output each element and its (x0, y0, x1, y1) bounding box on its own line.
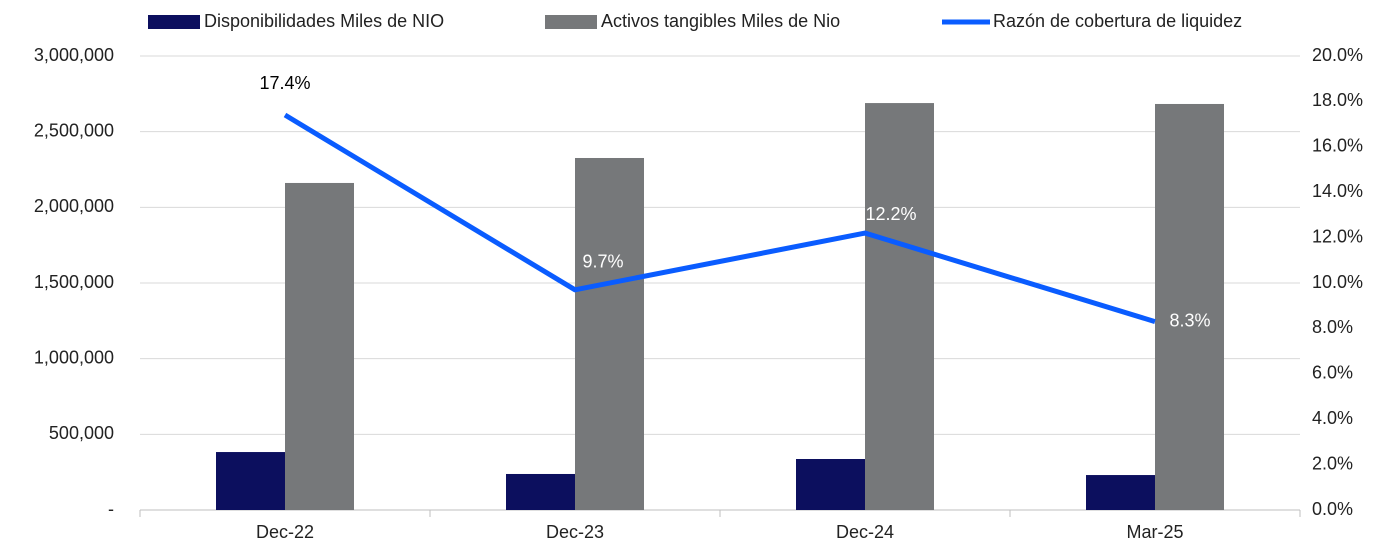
y-tick-label: 2,500,000 (34, 120, 114, 140)
bar (285, 182, 354, 510)
data-label: 12.2% (865, 204, 916, 224)
y2-tick-label: 6.0% (1312, 363, 1353, 383)
y-tick-label: 500,000 (49, 423, 114, 443)
legend-swatch (148, 15, 200, 29)
y2-tick-label: 0.0% (1312, 499, 1353, 519)
bar (575, 157, 644, 511)
y2-tick-label: 14.0% (1312, 181, 1363, 201)
bar (506, 473, 575, 510)
data-label: 8.3% (1169, 310, 1210, 330)
y2-tick-label: 20.0% (1312, 45, 1363, 65)
y-tick-label: 1,500,000 (34, 272, 114, 292)
y-tick-label: - (108, 499, 114, 519)
x-tick-label: Dec-23 (546, 522, 604, 542)
bar (1086, 475, 1155, 510)
y2-tick-label: 16.0% (1312, 136, 1363, 156)
legend-swatch (545, 15, 597, 29)
y2-tick-label: 2.0% (1312, 453, 1353, 473)
legend-label: Razón de cobertura de liquidez (993, 11, 1242, 31)
y2-tick-label: 12.0% (1312, 226, 1363, 246)
y-tick-label: 3,000,000 (34, 45, 114, 65)
x-tick-label: Dec-24 (836, 522, 894, 542)
bar (216, 452, 285, 510)
y2-tick-label: 8.0% (1312, 317, 1353, 337)
data-label: 9.7% (582, 252, 623, 272)
x-tick-label: Dec-22 (256, 522, 314, 542)
y-tick-label: 2,000,000 (34, 196, 114, 216)
data-label: 17.4% (259, 73, 310, 93)
y2-tick-label: 18.0% (1312, 90, 1363, 110)
bar (796, 459, 865, 510)
line (283, 112, 1156, 324)
y-tick-label: 1,000,000 (34, 347, 114, 367)
bar (1155, 103, 1224, 511)
y2-tick-label: 4.0% (1312, 408, 1353, 428)
x-tick-label: Mar-25 (1126, 522, 1183, 542)
bar (865, 103, 934, 510)
legend-label: Disponibilidades Miles de NIO (204, 11, 444, 31)
legend-label: Activos tangibles Miles de Nio (601, 11, 840, 31)
y2-tick-label: 10.0% (1312, 272, 1363, 292)
